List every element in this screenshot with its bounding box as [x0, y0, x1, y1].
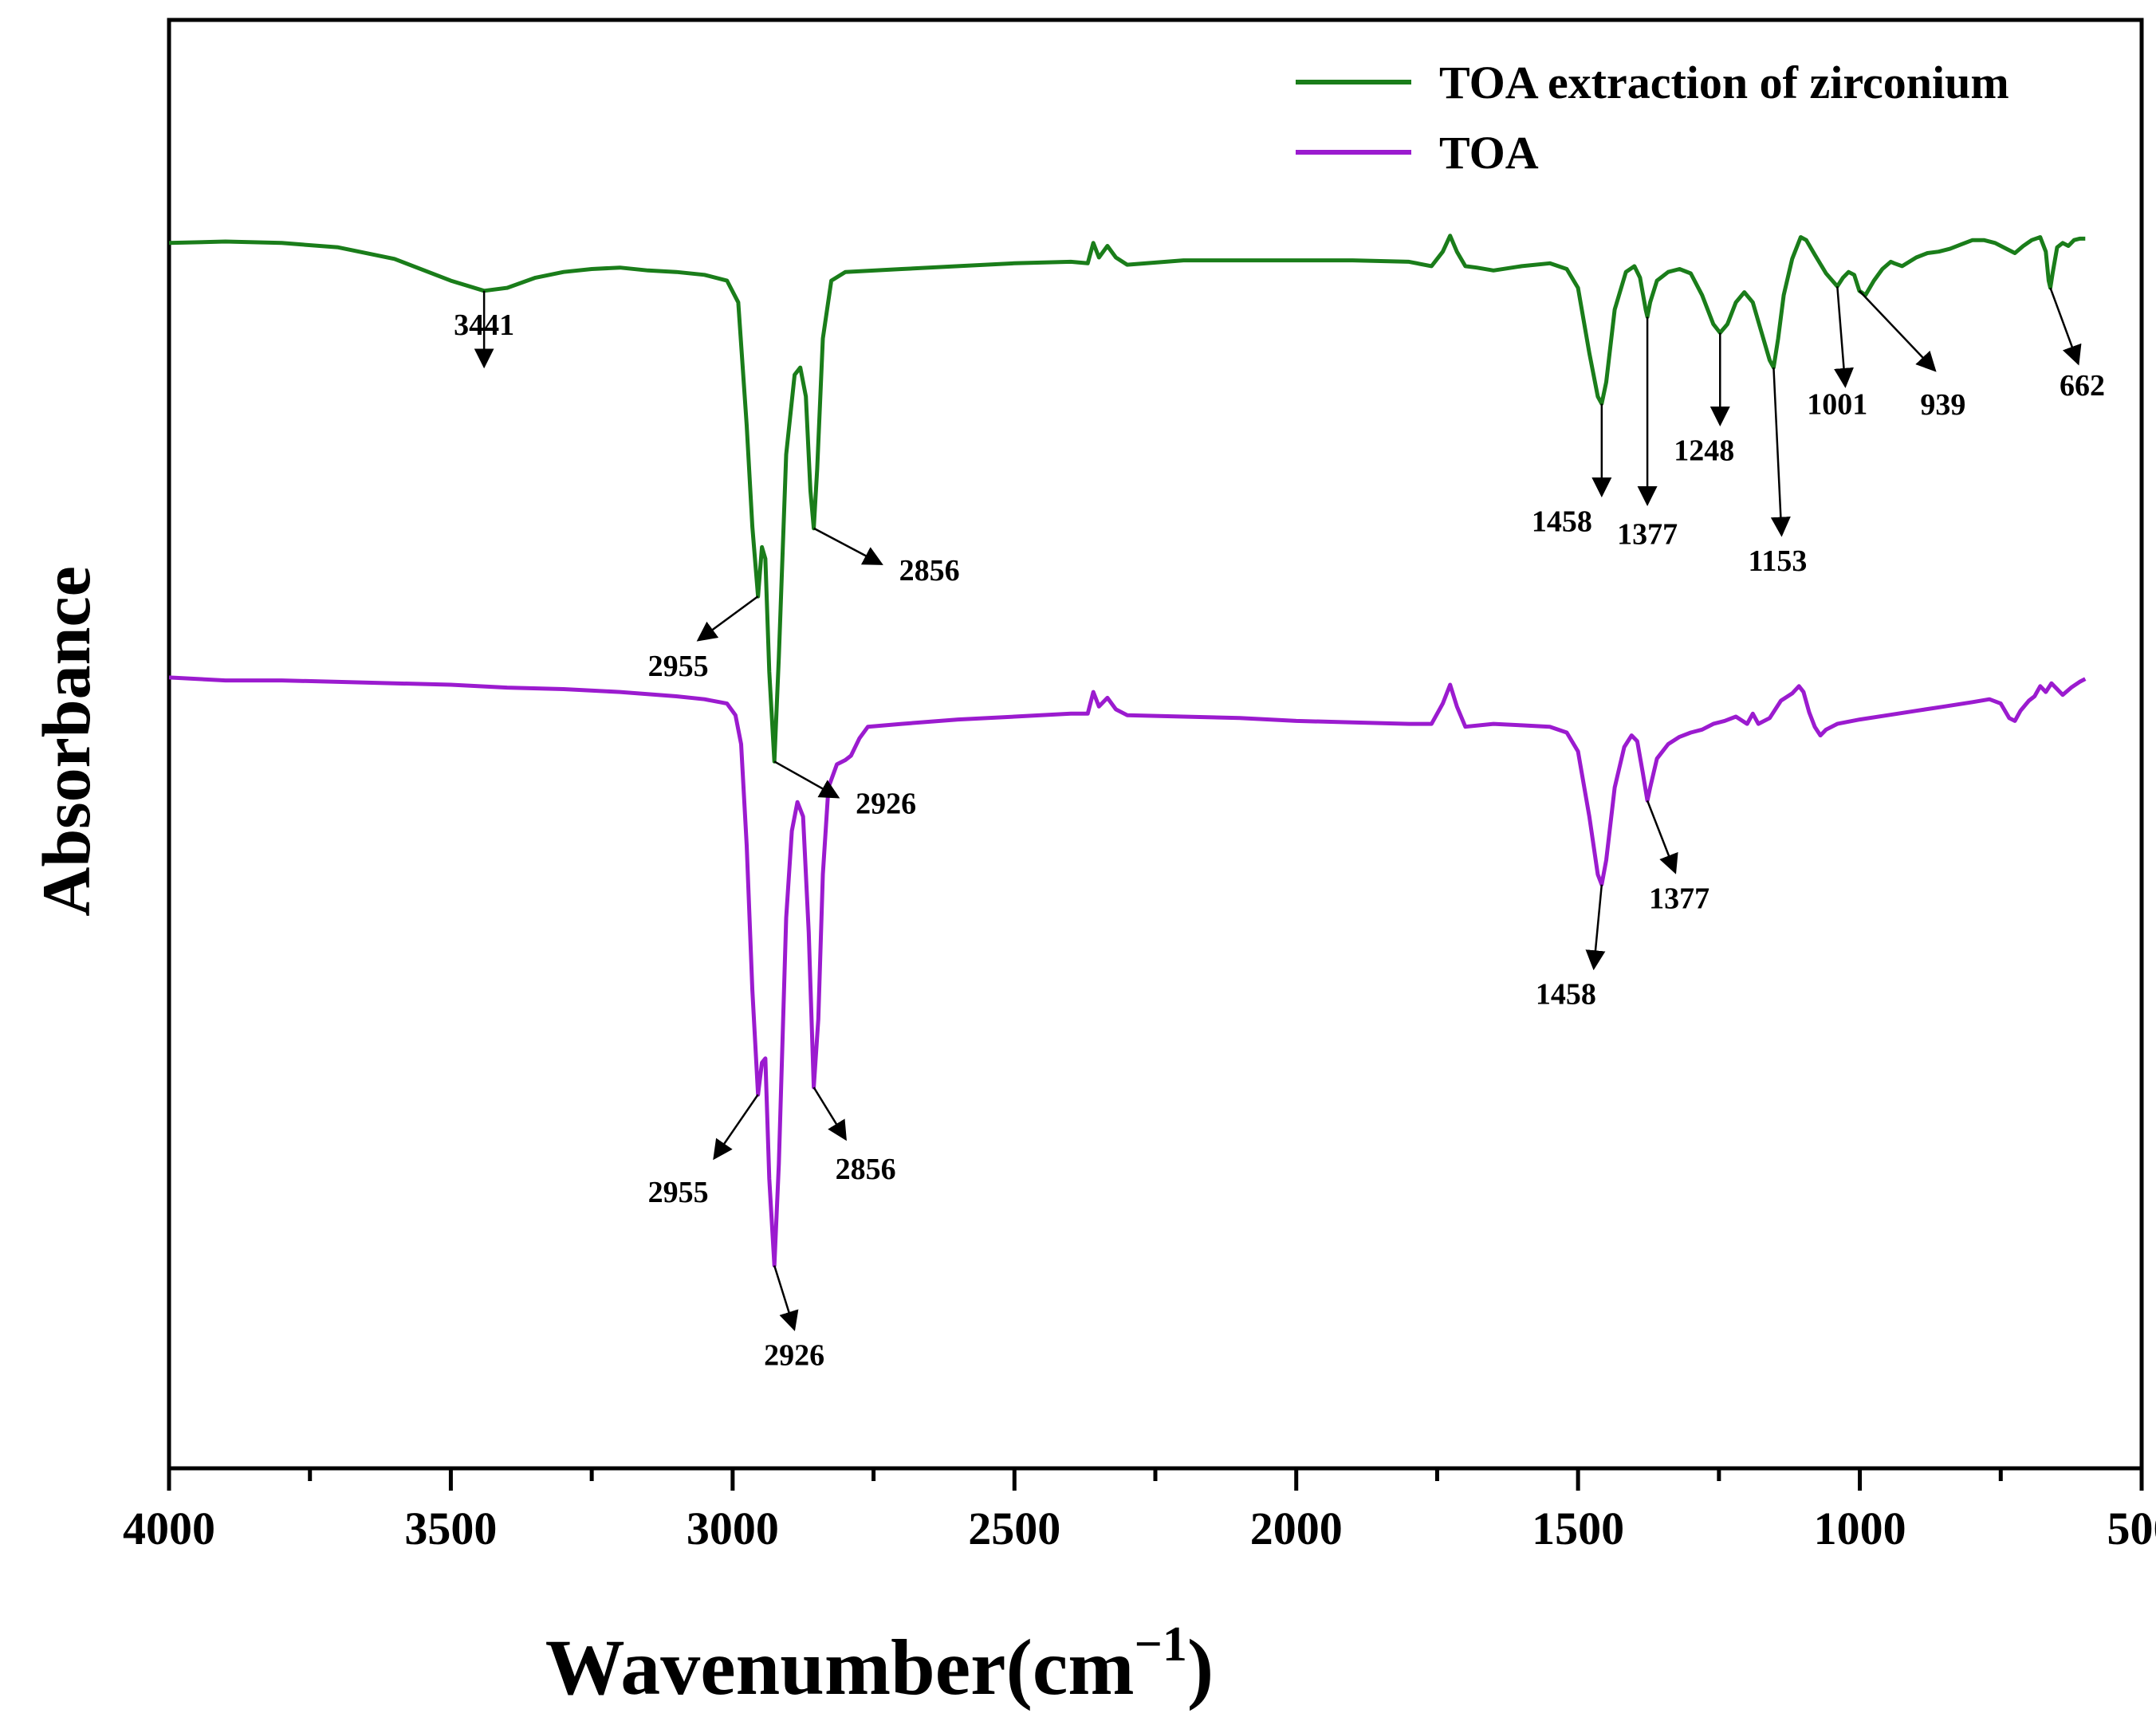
- x-axis-title-main: Wavenumber(cm: [545, 1623, 1135, 1711]
- peak-label: 2926: [856, 787, 916, 820]
- peak-label: 2955: [648, 1176, 709, 1209]
- series-line-toa: [168, 675, 2087, 1268]
- series-layer: [168, 234, 2087, 1268]
- plot-frame: [167, 18, 2144, 1471]
- peak-arrow: [773, 1265, 799, 1332]
- peak-arrow: [813, 527, 883, 565]
- annotation-layer: 3441 2955 2926 2856 1458 1377 1248 1153 1001 939 6…: [454, 286, 2105, 1373]
- peak-label: 1153: [1748, 544, 1807, 578]
- peak-arrow: [773, 760, 840, 799]
- peak-label: 1458: [1532, 505, 1592, 539]
- peak-label: 662: [2060, 369, 2105, 403]
- x-axis-title-sup: −1: [1135, 1617, 1187, 1672]
- peak-arrow: [1585, 884, 1606, 971]
- peak-label: 1248: [1674, 434, 1734, 467]
- x-tick-label: 3500: [404, 1503, 497, 1554]
- x-tick-label: 2500: [968, 1503, 1060, 1554]
- peak-arrow: [713, 1094, 759, 1161]
- peak-arrow: [1858, 289, 1937, 372]
- x-axis-title: Wavenumber(cm−1): [545, 1617, 1214, 1711]
- peak-label: 1001: [1807, 387, 1867, 421]
- peak-label: 939: [1920, 388, 1965, 422]
- x-tick-label: 2000: [1250, 1503, 1343, 1554]
- x-axis-ticks: 4000 3500 3000 2500 2000 1500 1000 500: [123, 1468, 2156, 1554]
- peak-label: 2926: [764, 1339, 824, 1373]
- peak-label: 1377: [1617, 517, 1678, 551]
- legend-label: TOA: [1439, 127, 1539, 179]
- y-axis-title: Absorbance: [28, 566, 104, 917]
- peak-label: 2856: [899, 554, 960, 587]
- x-tick-label: 500: [2107, 1503, 2156, 1554]
- x-tick-label: 1000: [1814, 1503, 1906, 1554]
- series-line-toa-zirconium: [168, 234, 2086, 764]
- peak-label: 2955: [648, 650, 709, 683]
- peak-label: 1458: [1536, 978, 1596, 1012]
- peak-arrow: [1646, 800, 1678, 874]
- x-tick-label: 3000: [687, 1503, 779, 1554]
- peak-label: 2856: [836, 1153, 896, 1186]
- legend: TOA extraction of zirconium TOA: [1296, 57, 2009, 179]
- peak-arrow: [1770, 367, 1791, 537]
- peak-arrow: [1834, 286, 1854, 388]
- peak-label: 1377: [1649, 882, 1709, 915]
- x-axis-title-close: ): [1187, 1623, 1214, 1711]
- peak-arrow: [2049, 287, 2082, 366]
- x-tick-label: 1500: [1532, 1503, 1624, 1554]
- peak-arrow: [812, 1086, 847, 1141]
- x-tick-label: 4000: [123, 1503, 215, 1554]
- legend-label: TOA extraction of zirconium: [1439, 57, 2009, 108]
- peak-arrow: [696, 595, 759, 642]
- plot-border: [167, 18, 2144, 1471]
- peak-label: 3441: [454, 308, 514, 342]
